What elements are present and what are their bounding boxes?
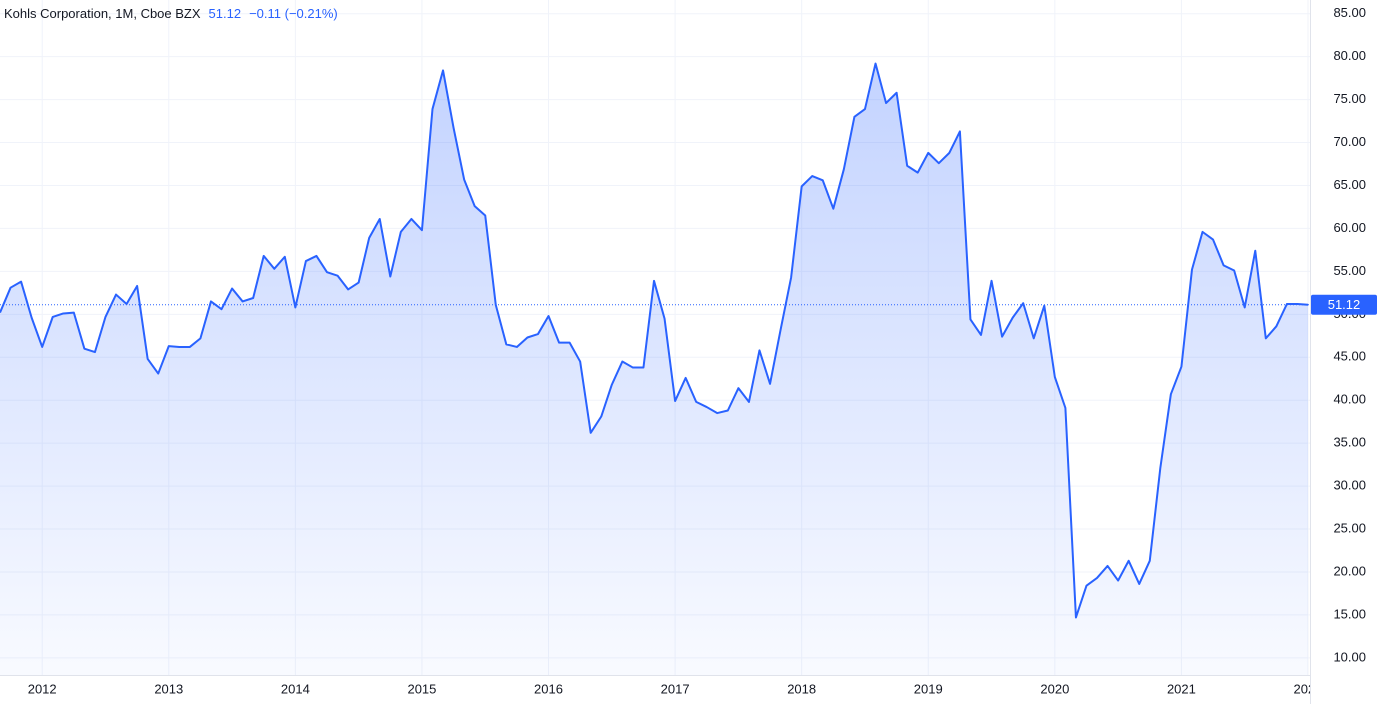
y-tick-label: 30.00 xyxy=(1333,478,1366,493)
x-tick-label: 2017 xyxy=(661,681,690,696)
price-axis-panel xyxy=(1310,0,1384,704)
x-tick-label: 2020 xyxy=(1040,681,1069,696)
x-tick-label: 2012 xyxy=(28,681,57,696)
x-tick-label: 2018 xyxy=(787,681,816,696)
x-tick-label: 2014 xyxy=(281,681,310,696)
x-tick-label: 2013 xyxy=(154,681,183,696)
y-tick-label: 80.00 xyxy=(1333,48,1366,63)
y-tick-label: 65.00 xyxy=(1333,177,1366,192)
last-price-label: 51.12 xyxy=(1328,297,1361,312)
symbol: Kohls Corporation, 1M, Cboe BZX xyxy=(4,6,201,21)
y-tick-label: 85.00 xyxy=(1333,5,1366,20)
x-tick-label: 2016 xyxy=(534,681,563,696)
x-tick-label: 2021 xyxy=(1167,681,1196,696)
x-axis: 2012 2013 2014 2015 2016 2017 2018 2019 2020 2021… xyxy=(28,681,1323,696)
y-tick-label: 60.00 xyxy=(1333,220,1366,235)
y-tick-label: 45.00 xyxy=(1333,349,1366,364)
y-axis: 10.00 15.00 20.00 25.00 30.00 35.00 40.00 45.00… xyxy=(1311,5,1377,664)
last-price-tag xyxy=(1311,294,1377,315)
symbol-legend: Kohls Corporation, 1M, Cboe BZX 51.12 −0.1… xyxy=(4,6,338,21)
price-line xyxy=(0,62,1309,619)
y-tick-label: 20.00 xyxy=(1333,563,1366,578)
area-fill xyxy=(0,63,1308,676)
y-tick-label: 75.00 xyxy=(1333,91,1366,106)
x-tick-label: 2015 xyxy=(407,681,436,696)
y-tick-label: 15.00 xyxy=(1333,606,1366,621)
price-change: −0.11 (−0.21%) xyxy=(249,6,338,21)
x-tick-label: 2019 xyxy=(914,681,943,696)
y-tick-label: 55.00 xyxy=(1333,263,1366,278)
plot xyxy=(0,62,1310,676)
last-price: 51.12 xyxy=(209,6,242,21)
y-tick-label: 10.00 xyxy=(1333,649,1366,664)
y-tick-label: 70.00 xyxy=(1333,134,1366,149)
y-tick-label: 35.00 xyxy=(1333,435,1366,450)
y-tick-label: 40.00 xyxy=(1333,392,1366,407)
y-tick-label: 25.00 xyxy=(1333,520,1366,535)
